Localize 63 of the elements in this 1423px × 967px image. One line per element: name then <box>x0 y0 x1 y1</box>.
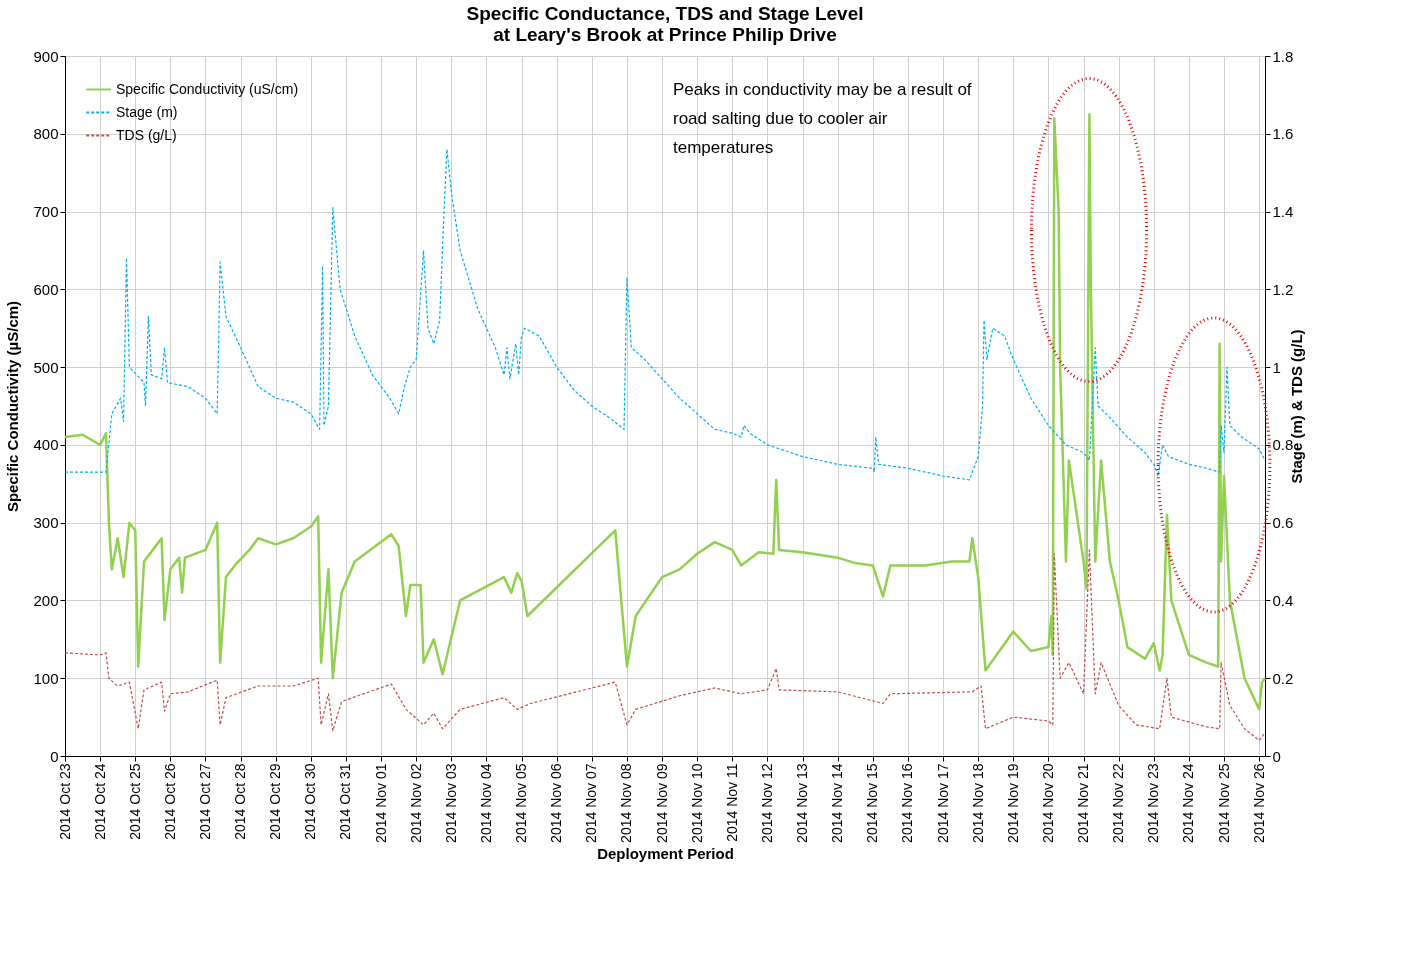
x-tick-label: 2014 Oct 30 <box>302 763 319 840</box>
y2-tick-label: 1.8 <box>1272 47 1294 65</box>
x-tick-label: 2014 Nov 15 <box>864 763 881 843</box>
x-tick-label: 2014 Nov 08 <box>618 763 635 843</box>
x-tick-label: 2014 Nov 17 <box>934 763 951 843</box>
x-tick-label: 2014 Nov 26 <box>1250 763 1267 843</box>
y-tick-label: 0 <box>50 747 59 765</box>
y-tick-label: 500 <box>33 358 59 376</box>
y-tick-label: 800 <box>33 125 59 143</box>
x-tick-label: 2014 Nov 12 <box>758 763 775 843</box>
x-tick-label: 2014 Oct 24 <box>91 763 108 840</box>
x-tick-label: 2014 Oct 29 <box>267 763 284 840</box>
x-tick-label: 2014 Nov 13 <box>794 763 811 843</box>
x-tick-label: 2014 Nov 11 <box>723 763 740 842</box>
x-tick-label: 2014 Nov 18 <box>969 763 986 843</box>
y2-tick-label: 1.6 <box>1272 125 1294 143</box>
y-axis-title: Specific Conductivity (µS/cm) <box>4 300 22 513</box>
x-tick-label: 2014 Oct 27 <box>196 763 213 840</box>
y-tick-label: 300 <box>33 514 59 532</box>
x-tick-label: 2014 Nov 03 <box>442 763 459 843</box>
x-tick-label: 2014 Nov 07 <box>583 763 600 843</box>
y2-tick-label: 1.2 <box>1272 280 1294 298</box>
line-series <box>64 549 1266 742</box>
legend-label: Specific Conductivity (uS/cm) <box>116 80 299 97</box>
x-tick-label: 2014 Oct 31 <box>337 763 354 840</box>
y2-tick-label: 0.4 <box>1272 591 1294 609</box>
y2-tick-label: 1 <box>1272 358 1281 376</box>
x-tick-label: 2014 Nov 19 <box>1004 763 1021 843</box>
y2-tick-label: 1.4 <box>1272 203 1294 221</box>
x-tick-label: 2014 Nov 04 <box>477 763 494 843</box>
legend-label: Stage (m) <box>116 103 178 120</box>
y-tick-label: 400 <box>33 436 59 454</box>
x-tick-label: 2014 Nov 25 <box>1215 763 1232 843</box>
y2-tick-label: 0 <box>1272 747 1281 765</box>
x-tick-label: 2014 Nov 20 <box>1039 763 1056 843</box>
x-tick-label: 2014 Oct 25 <box>126 763 143 840</box>
x-tick-label: 2014 Nov 22 <box>1110 763 1127 843</box>
x-tick-label: 2014 Nov 01 <box>372 763 389 843</box>
y-tick-label: 200 <box>33 591 59 609</box>
x-tick-label: 2014 Oct 28 <box>232 763 249 840</box>
y-tick-label: 900 <box>33 47 59 65</box>
y2-tick-label: 0.6 <box>1272 514 1294 532</box>
x-axis-title: Deployment Period <box>597 844 734 862</box>
y2-tick-label: 0.8 <box>1272 436 1294 454</box>
x-tick-label: 2014 Nov 09 <box>653 763 670 843</box>
x-tick-label: 2014 Nov 23 <box>1145 763 1162 843</box>
x-tick-label: 2014 Nov 05 <box>513 763 530 843</box>
x-tick-label: 2014 Nov 16 <box>899 763 916 843</box>
y-tick-label: 600 <box>33 280 59 298</box>
x-tick-label: 2014 Nov 06 <box>548 763 565 843</box>
y-tick-label: 100 <box>33 669 59 687</box>
x-tick-label: 2014 Oct 23 <box>56 763 73 840</box>
x-tick-label: 2014 Nov 02 <box>407 763 424 843</box>
annotation: Peaks in conductivity may be a result of road salting due to cooler air temperatures <box>673 80 972 157</box>
x-tick-label: 2014 Nov 10 <box>688 763 705 843</box>
legend-label: TDS (g/L) <box>116 126 177 143</box>
x-tick-label: 2014 Oct 26 <box>161 763 178 840</box>
x-tick-label: 2014 Nov 14 <box>829 763 846 843</box>
x-tick-label: 2014 Nov 24 <box>1180 763 1197 843</box>
y2-tick-label: 0.2 <box>1272 669 1294 687</box>
chart-title: Specific Conductance, TDS and Stage Level at Leary's Brook at Prince Philip Drive <box>466 3 864 45</box>
y-tick-label: 700 <box>33 203 59 221</box>
x-tick-label: 2014 Nov 21 <box>1075 763 1092 843</box>
